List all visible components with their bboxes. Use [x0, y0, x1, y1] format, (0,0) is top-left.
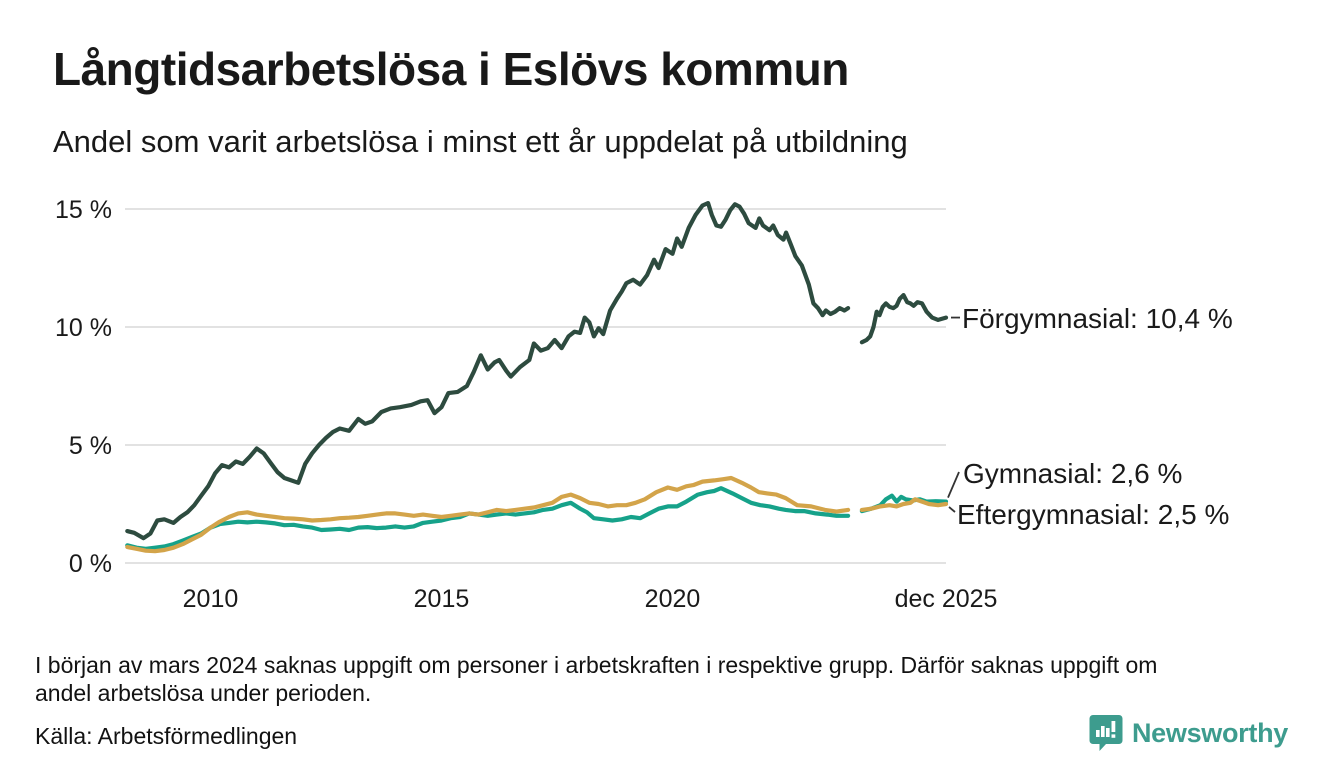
newsworthy-logo: Newsworthy — [1089, 714, 1288, 752]
y-tick-label: 10 % — [55, 314, 112, 342]
footnote-line-2: andel arbetslösa under perioden. — [35, 680, 372, 706]
y-tick-label: 5 % — [69, 432, 112, 460]
x-tick-label: 2015 — [414, 585, 470, 613]
y-tick-label: 15 % — [55, 196, 112, 224]
förgymnasial-line — [125, 201, 851, 541]
page-subtitle: Andel som varit arbetslösa i minst ett å… — [53, 124, 908, 159]
eftergymnasial-line — [859, 497, 949, 512]
gymnasial-line — [125, 486, 851, 551]
footnote: I början av mars 2024 saknas uppgift om … — [35, 651, 1285, 707]
x-tick-label: 2010 — [183, 585, 239, 613]
footnote-line-1: I början av mars 2024 saknas uppgift om … — [35, 652, 1158, 678]
speech-bubble-barchart-icon — [1089, 714, 1123, 752]
y-tick-label: 0 % — [69, 550, 112, 578]
x-tick-label: 2020 — [645, 585, 701, 613]
förgymnasial-line — [859, 293, 949, 345]
eftergymnasial-end-label: Eftergymnasial: 2,5 % — [957, 499, 1230, 530]
gymnasial-end-label: Gymnasial: 2,6 % — [963, 458, 1183, 489]
brand-name: Newsworthy — [1131, 717, 1288, 748]
eftergymnasial-line — [125, 475, 851, 554]
source-note: Källa: Arbetsförmedlingen — [35, 723, 298, 749]
page-title: Långtidsarbetslösa i Eslövs kommun — [53, 43, 849, 95]
x-tick-label: dec 2025 — [895, 585, 998, 613]
forgymnasial-end-label: Förgymnasial: 10,4 % — [962, 303, 1233, 334]
